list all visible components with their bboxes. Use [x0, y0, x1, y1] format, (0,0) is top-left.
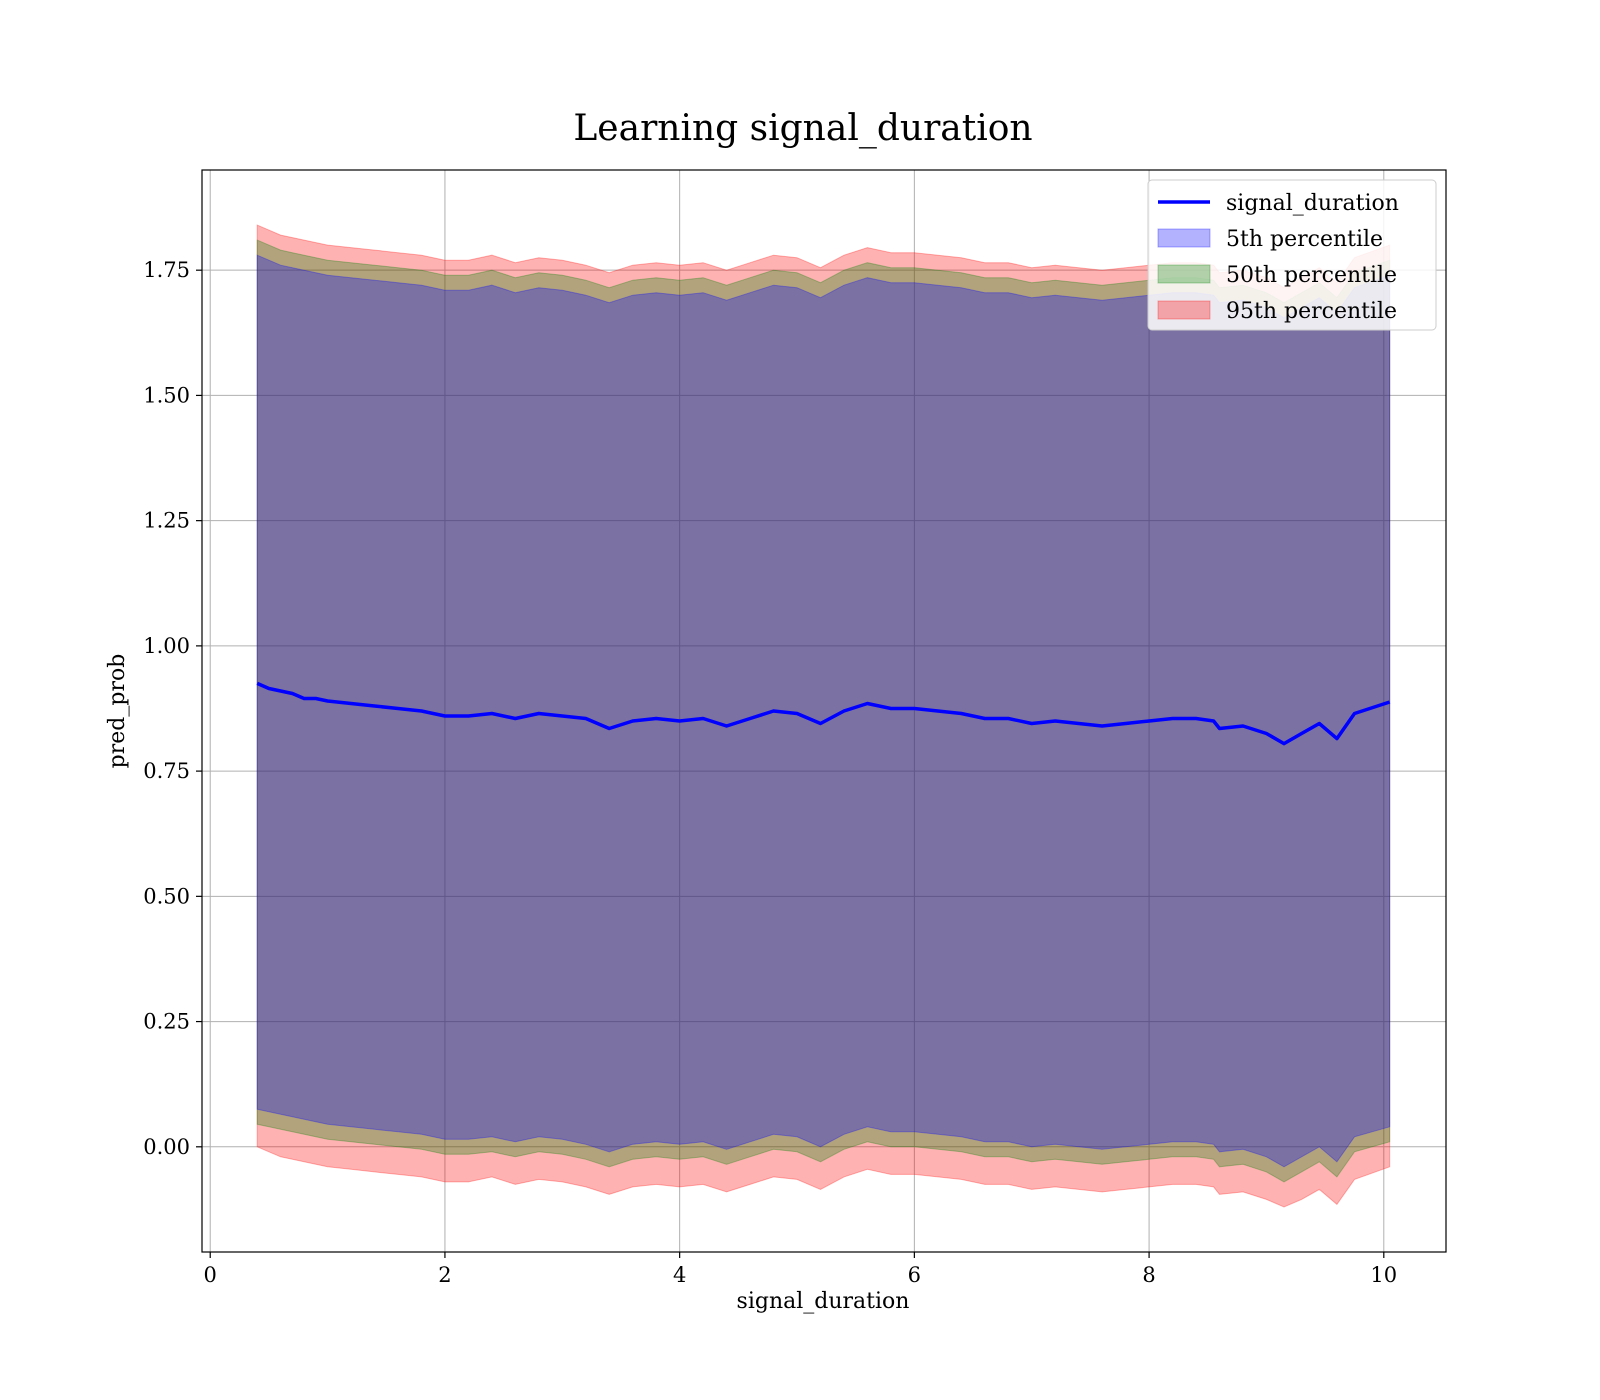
y-axis: 0.00 0.25 0.50 0.75 1.00 1.25 1.50 1.75	[143, 258, 202, 1159]
y-tick-label: 1.50	[143, 383, 190, 407]
legend-swatch	[1157, 228, 1211, 248]
legend-swatch	[1157, 300, 1211, 320]
y-tick-label: 1.25	[143, 509, 190, 533]
band-95th	[256, 224, 1391, 1208]
legend: signal_duration 5th percentile 50th percen…	[1147, 179, 1437, 331]
x-tick-label: 0	[204, 1263, 217, 1287]
x-tick-label: 4	[673, 1263, 686, 1287]
legend-label: 95th percentile	[1226, 299, 1397, 324]
y-tick-label: 0.50	[143, 884, 190, 908]
y-tick-label: 1.00	[143, 634, 190, 658]
x-tick-label: 10	[1370, 1263, 1397, 1287]
y-tick-label: 1.75	[143, 258, 190, 282]
series-line-signal_duration	[256, 681, 1391, 746]
x-tick-label: 2	[438, 1263, 451, 1287]
band-5th	[256, 254, 1391, 1168]
y-tick-label: 0.75	[143, 759, 190, 783]
chart-title: Learning signal_duration	[573, 108, 1032, 149]
legend-label: 5th percentile	[1226, 227, 1383, 252]
legend-label: signal_duration	[1226, 191, 1399, 216]
x-axis: 0 2 4 6 8 10	[204, 1252, 1397, 1287]
y-tick-label: 0.25	[143, 1010, 190, 1034]
y-tick-label: 0.00	[143, 1135, 190, 1159]
y-axis-label: pred_prob	[105, 654, 130, 769]
legend-label: 50th percentile	[1226, 263, 1397, 288]
x-tick-label: 8	[1142, 1263, 1155, 1287]
legend-box	[1147, 179, 1437, 331]
x-tick-label: 6	[908, 1263, 921, 1287]
x-axis-label: signal_duration	[737, 1289, 910, 1314]
series-lines	[256, 681, 1391, 746]
percentile-bands	[256, 224, 1391, 1208]
band-50th	[256, 239, 1391, 1183]
legend-swatch	[1157, 264, 1211, 284]
plot-frame	[201, 169, 1447, 1253]
